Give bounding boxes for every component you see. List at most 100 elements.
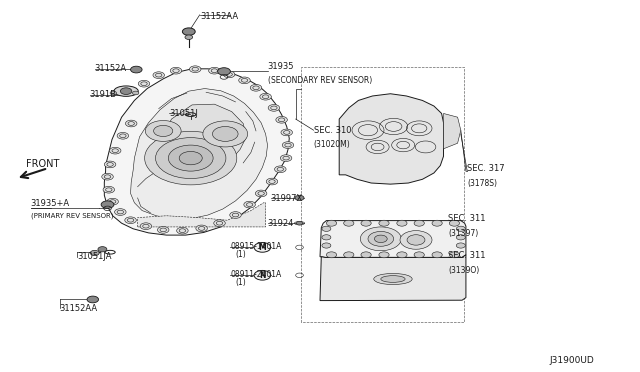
Text: (3178S): (3178S) xyxy=(467,179,497,187)
Circle shape xyxy=(456,235,465,240)
Circle shape xyxy=(449,252,460,258)
Text: 31997X: 31997X xyxy=(271,194,303,203)
Text: (31020M): (31020M) xyxy=(314,140,350,149)
Circle shape xyxy=(120,88,132,94)
Text: 31935: 31935 xyxy=(268,62,294,71)
Circle shape xyxy=(182,28,195,35)
Circle shape xyxy=(157,227,169,233)
Circle shape xyxy=(432,220,442,226)
Circle shape xyxy=(110,91,116,95)
Circle shape xyxy=(400,231,432,249)
Text: SEC. 310: SEC. 310 xyxy=(314,126,351,135)
Text: J31900UD: J31900UD xyxy=(549,356,594,365)
Circle shape xyxy=(109,147,121,154)
Text: 31924: 31924 xyxy=(268,219,294,228)
Text: (1): (1) xyxy=(236,278,246,287)
Circle shape xyxy=(379,220,389,226)
Ellipse shape xyxy=(374,273,412,285)
Circle shape xyxy=(223,71,235,78)
Circle shape xyxy=(275,166,286,173)
Text: 3191B: 3191B xyxy=(90,90,116,99)
Circle shape xyxy=(432,252,442,258)
Circle shape xyxy=(138,80,150,87)
Circle shape xyxy=(322,226,331,231)
Text: 08915-1401A: 08915-1401A xyxy=(230,242,282,251)
Circle shape xyxy=(282,142,294,148)
Circle shape xyxy=(456,243,465,248)
Circle shape xyxy=(361,252,371,258)
Polygon shape xyxy=(320,221,466,257)
Text: (31397): (31397) xyxy=(448,229,478,238)
Circle shape xyxy=(268,105,280,111)
Circle shape xyxy=(196,225,207,232)
Circle shape xyxy=(98,247,107,252)
Text: SEC. 317: SEC. 317 xyxy=(467,164,505,173)
Circle shape xyxy=(239,77,250,84)
Circle shape xyxy=(379,252,389,258)
Circle shape xyxy=(361,220,371,226)
Circle shape xyxy=(260,93,271,100)
Text: 31051JA: 31051JA xyxy=(77,252,111,261)
Circle shape xyxy=(254,243,271,252)
Circle shape xyxy=(125,217,136,224)
Text: (PRIMARY REV SENSOR): (PRIMARY REV SENSOR) xyxy=(31,213,113,219)
Circle shape xyxy=(244,201,255,208)
Text: 31935+A: 31935+A xyxy=(31,199,70,208)
Circle shape xyxy=(344,220,354,226)
Circle shape xyxy=(101,201,114,208)
Circle shape xyxy=(218,68,230,75)
Circle shape xyxy=(344,252,354,258)
Text: SEC. 311: SEC. 311 xyxy=(448,251,486,260)
Circle shape xyxy=(326,252,337,258)
Circle shape xyxy=(104,161,116,168)
Circle shape xyxy=(456,226,465,231)
Circle shape xyxy=(368,231,394,246)
Text: 31152AA: 31152AA xyxy=(60,304,98,313)
Circle shape xyxy=(407,235,425,245)
Circle shape xyxy=(374,235,387,243)
Circle shape xyxy=(170,67,182,74)
Text: SEC. 311: SEC. 311 xyxy=(448,214,486,223)
Polygon shape xyxy=(320,255,466,301)
Circle shape xyxy=(203,121,248,147)
Polygon shape xyxy=(444,113,461,149)
Circle shape xyxy=(295,195,304,201)
Text: 31051J: 31051J xyxy=(170,109,198,118)
Circle shape xyxy=(397,252,407,258)
Circle shape xyxy=(131,66,142,73)
Circle shape xyxy=(125,120,137,127)
Circle shape xyxy=(185,35,193,39)
Circle shape xyxy=(280,155,292,161)
Text: FRONT: FRONT xyxy=(26,159,60,169)
Circle shape xyxy=(102,173,113,180)
Circle shape xyxy=(145,131,237,185)
Circle shape xyxy=(266,178,278,185)
Circle shape xyxy=(254,270,271,280)
Text: 31152AA: 31152AA xyxy=(200,12,239,21)
Polygon shape xyxy=(131,89,268,219)
Circle shape xyxy=(322,235,331,240)
Circle shape xyxy=(449,220,460,226)
Circle shape xyxy=(168,145,213,171)
Circle shape xyxy=(153,72,164,78)
Circle shape xyxy=(209,67,220,74)
Circle shape xyxy=(212,126,238,141)
Circle shape xyxy=(360,227,401,251)
Circle shape xyxy=(250,84,262,91)
Text: (1): (1) xyxy=(236,250,246,259)
Text: M: M xyxy=(259,243,266,252)
Circle shape xyxy=(189,66,201,73)
Text: N: N xyxy=(259,271,266,280)
Circle shape xyxy=(414,252,424,258)
Circle shape xyxy=(296,221,303,225)
Circle shape xyxy=(117,132,129,139)
Circle shape xyxy=(103,186,115,193)
Circle shape xyxy=(322,243,331,248)
Polygon shape xyxy=(104,69,289,235)
Circle shape xyxy=(90,250,99,256)
Circle shape xyxy=(107,198,118,205)
Circle shape xyxy=(414,220,424,226)
Circle shape xyxy=(179,151,202,165)
Ellipse shape xyxy=(114,86,138,96)
Text: 08911-2401A: 08911-2401A xyxy=(230,270,282,279)
